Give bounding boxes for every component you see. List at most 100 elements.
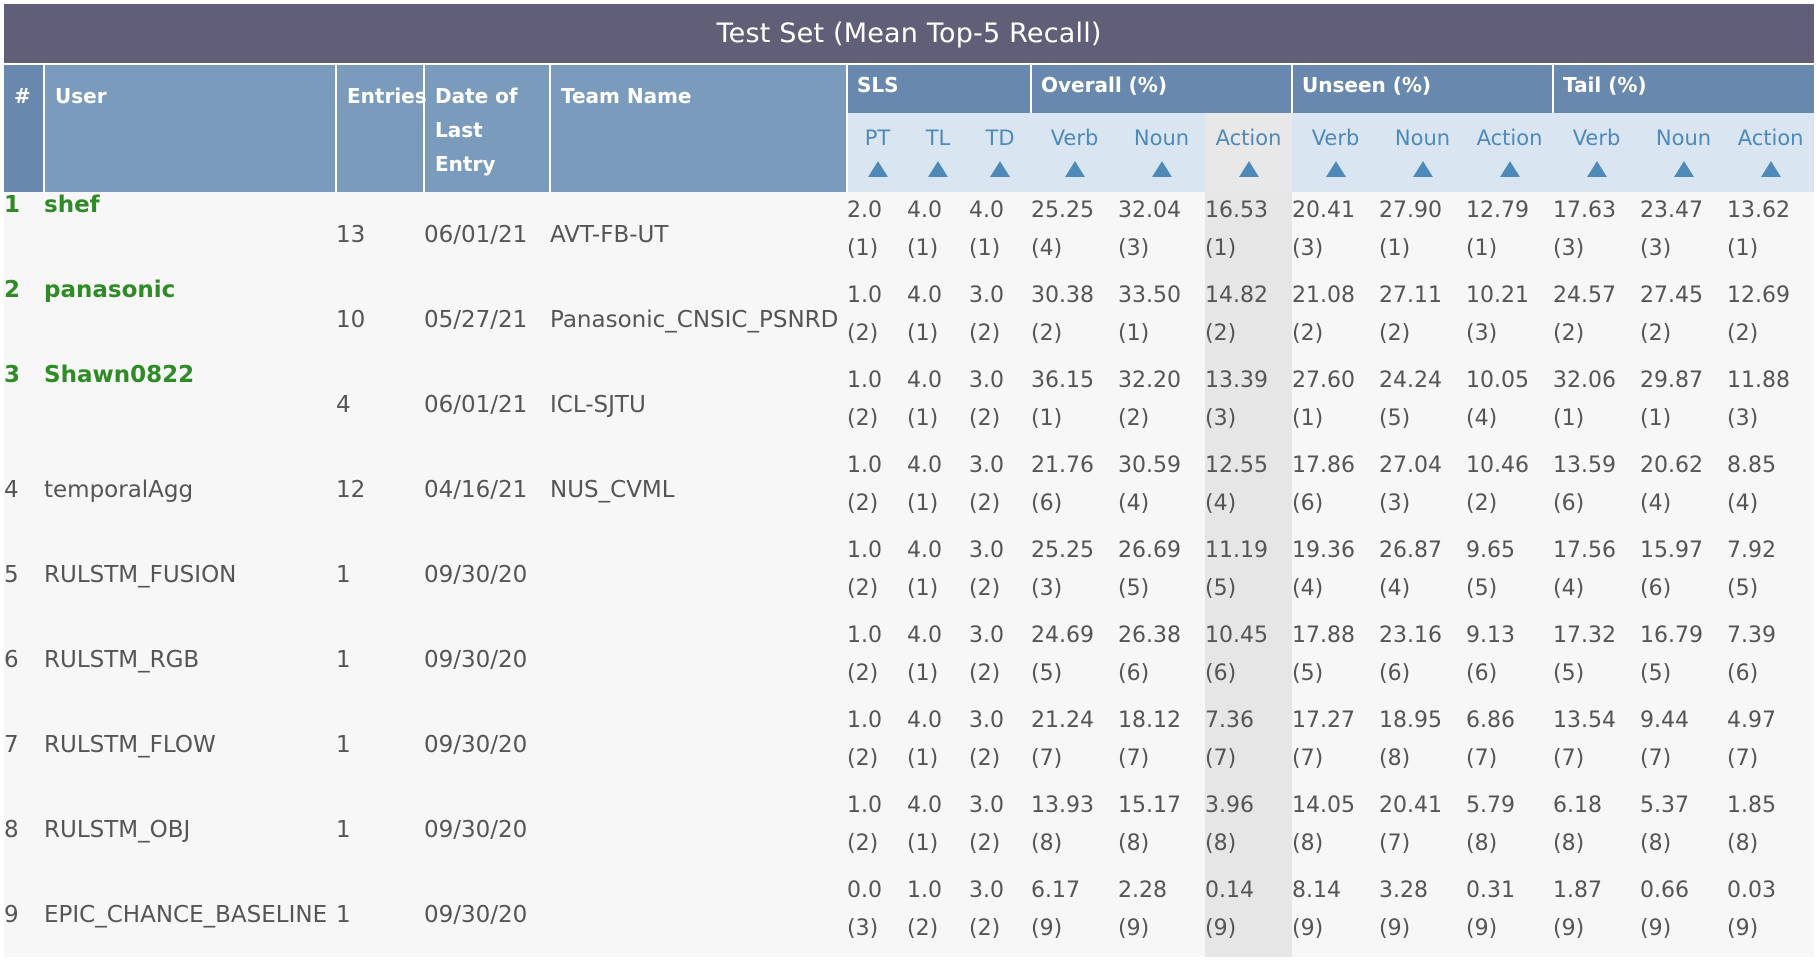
metric-cell-overall-action: 7.36 (7) xyxy=(1205,702,1292,787)
metric-value: 32.06 xyxy=(1553,368,1616,393)
metric-cell-unseen-verb: 27.60 (1) xyxy=(1292,362,1379,447)
metric-value: 26.38 xyxy=(1118,623,1181,648)
sort-header-overall-action[interactable]: Action xyxy=(1205,113,1292,192)
metric-cell-sls-pt: 1.0 (2) xyxy=(847,447,907,532)
metric-cell-sls-tl: 4.0 (1) xyxy=(907,702,969,787)
metric-cell-tail-verb: 32.06 (1) xyxy=(1553,362,1640,447)
metric-cell-unseen-action: 9.13 (6) xyxy=(1466,617,1553,702)
sort-ascending-icon[interactable] xyxy=(1760,161,1781,177)
group-header-unseen: Unseen (%) xyxy=(1292,63,1554,113)
metric-rank: (5) xyxy=(1727,576,1759,601)
metric-rank: (7) xyxy=(1205,746,1237,771)
sort-header-label: Verb xyxy=(1572,126,1621,150)
metric-value: 27.11 xyxy=(1379,283,1442,308)
sort-header-label: TD xyxy=(985,126,1015,150)
rank-cell: 1 xyxy=(4,192,44,277)
rank-cell: 8 xyxy=(4,787,44,872)
metric-cell-unseen-action: 5.79 (8) xyxy=(1466,787,1553,872)
metric-rank: (9) xyxy=(1466,916,1498,941)
sort-ascending-icon[interactable] xyxy=(1151,161,1172,177)
date-cell: 09/30/20 xyxy=(424,872,550,957)
metric-cell-sls-pt: 1.0 (2) xyxy=(847,702,907,787)
metric-value: 3.0 xyxy=(969,793,1004,818)
metric-rank: (1) xyxy=(907,236,939,261)
user-cell: RULSTM_FLOW xyxy=(44,702,336,787)
entries-cell: 1 xyxy=(336,702,424,787)
sort-ascending-icon[interactable] xyxy=(1412,161,1433,177)
user-cell: temporalAgg xyxy=(44,447,336,532)
metric-cell-sls-td: 3.0 (2) xyxy=(969,872,1031,957)
metric-value: 16.79 xyxy=(1640,623,1703,648)
date-cell: 06/01/21 xyxy=(424,192,550,277)
metric-value: 29.87 xyxy=(1640,368,1703,393)
sort-ascending-icon[interactable] xyxy=(928,161,948,177)
rank-cell: 9 xyxy=(4,872,44,957)
sort-ascending-icon[interactable] xyxy=(1238,161,1259,177)
metric-value: 1.0 xyxy=(847,793,882,818)
sort-header-tail-noun[interactable]: Noun xyxy=(1640,113,1727,192)
sort-header-overall-noun[interactable]: Noun xyxy=(1118,113,1205,192)
table-row: 3 Shawn0822 4 06/01/21 ICL-SJTU 1.0 (2) 4.0 (1) 3… xyxy=(4,362,1815,447)
sort-header-tail-action[interactable]: Action xyxy=(1727,113,1815,192)
metric-value: 1.87 xyxy=(1553,878,1602,903)
metric-value: 30.59 xyxy=(1118,453,1181,478)
sort-ascending-icon[interactable] xyxy=(1064,161,1085,177)
metric-rank: (8) xyxy=(1118,831,1150,856)
sort-header-sls-td[interactable]: TD xyxy=(969,113,1031,192)
table-row: 9 EPIC_CHANCE_BASELINE 1 09/30/20 0.0 (3) 1.0 (… xyxy=(4,872,1815,957)
metric-value: 6.86 xyxy=(1466,708,1515,733)
rank-cell: 7 xyxy=(4,702,44,787)
metric-value: 4.0 xyxy=(907,453,942,478)
sort-header-overall-verb[interactable]: Verb xyxy=(1031,113,1118,192)
date-cell: 09/30/20 xyxy=(424,532,550,617)
metric-value: 15.17 xyxy=(1118,793,1181,818)
column-header-team: Team Name xyxy=(550,63,848,192)
sort-header-label: TL xyxy=(925,126,951,150)
metric-value: 23.47 xyxy=(1640,198,1703,223)
sort-ascending-icon[interactable] xyxy=(1673,161,1694,177)
sort-header-unseen-action[interactable]: Action xyxy=(1466,113,1553,192)
metric-cell-overall-verb: 13.93 (8) xyxy=(1031,787,1118,872)
metric-cell-tail-noun: 5.37 (8) xyxy=(1640,787,1727,872)
metric-cell-overall-noun: 26.69 (5) xyxy=(1118,532,1205,617)
metric-cell-sls-td: 3.0 (2) xyxy=(969,277,1031,362)
sort-header-sls-tl[interactable]: TL xyxy=(907,113,969,192)
sort-ascending-icon[interactable] xyxy=(1499,161,1520,177)
sort-header-unseen-verb[interactable]: Verb xyxy=(1292,113,1379,192)
metric-cell-tail-action: 12.69 (2) xyxy=(1727,277,1815,362)
metric-rank: (6) xyxy=(1466,661,1498,686)
sort-header-sls-pt[interactable]: PT xyxy=(847,113,907,192)
metric-cell-tail-action: 0.03 (9) xyxy=(1727,872,1815,957)
metric-rank: (2) xyxy=(1640,321,1672,346)
metric-value: 1.0 xyxy=(847,708,882,733)
metric-cell-unseen-verb: 8.14 (9) xyxy=(1292,872,1379,957)
sort-ascending-icon[interactable] xyxy=(1325,161,1346,177)
metric-cell-sls-tl: 1.0 (2) xyxy=(907,872,969,957)
metric-rank: (2) xyxy=(969,491,1001,516)
sort-ascending-icon[interactable] xyxy=(1586,161,1607,177)
metric-rank: (2) xyxy=(969,661,1001,686)
sort-ascending-icon[interactable] xyxy=(867,161,888,177)
column-header-date: Date of Last Entry xyxy=(424,63,551,192)
metric-cell-tail-verb: 6.18 (8) xyxy=(1553,787,1640,872)
metric-rank: (3) xyxy=(1118,236,1150,261)
sort-header-unseen-noun[interactable]: Noun xyxy=(1379,113,1466,192)
metric-rank: (7) xyxy=(1292,746,1324,771)
metric-rank: (3) xyxy=(847,916,879,941)
metric-value: 18.95 xyxy=(1379,708,1442,733)
metric-value: 7.39 xyxy=(1727,623,1776,648)
table-row: 5 RULSTM_FUSION 1 09/30/20 1.0 (2) 4.0 (1) 3.0 (2… xyxy=(4,532,1815,617)
metric-rank: (7) xyxy=(1640,746,1672,771)
metric-value: 11.19 xyxy=(1205,538,1268,563)
sort-ascending-icon[interactable] xyxy=(990,161,1010,177)
metric-value: 27.45 xyxy=(1640,283,1703,308)
metric-cell-sls-pt: 1.0 (2) xyxy=(847,277,907,362)
metric-cell-tail-verb: 17.32 (5) xyxy=(1553,617,1640,702)
sort-header-label: Verb xyxy=(1311,126,1360,150)
column-header-user: User xyxy=(44,63,337,192)
metric-cell-tail-action: 11.88 (3) xyxy=(1727,362,1815,447)
metric-value: 12.69 xyxy=(1727,283,1790,308)
metric-rank: (1) xyxy=(969,236,1001,261)
metric-rank: (5) xyxy=(1379,406,1411,431)
sort-header-tail-verb[interactable]: Verb xyxy=(1553,113,1640,192)
